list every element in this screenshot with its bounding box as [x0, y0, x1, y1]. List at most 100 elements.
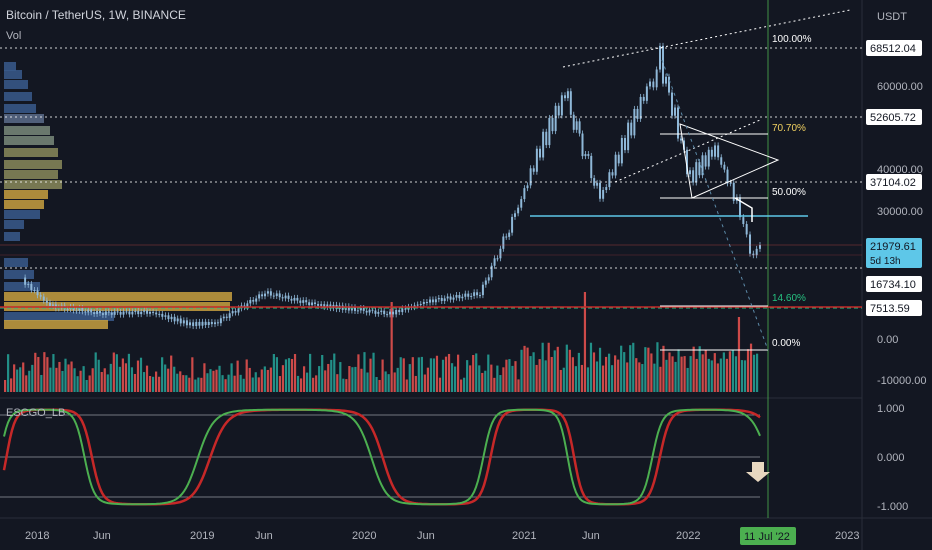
volume-bar — [318, 366, 321, 392]
volume-bar — [13, 364, 16, 392]
volume-bar — [384, 371, 387, 392]
volume-bar — [743, 360, 747, 392]
price-candle-body — [75, 310, 78, 312]
volume-bar — [565, 344, 568, 392]
volume-profile-row — [4, 114, 44, 123]
interval[interactable]: 1W — [108, 8, 126, 22]
price-candle-body — [520, 199, 523, 208]
volume-bar — [695, 358, 698, 392]
price-candle-body — [284, 295, 287, 299]
price-candle-body — [452, 297, 455, 300]
price-tick: 30000.00 — [877, 206, 923, 218]
price-candle-body — [548, 117, 551, 146]
price-candle-body — [539, 148, 541, 158]
volume-bar — [508, 359, 511, 392]
volume-bar — [164, 364, 167, 392]
volume-profile-row — [4, 104, 36, 113]
price-candle-body — [662, 45, 664, 84]
volume-bar — [215, 369, 218, 392]
price-candle-body — [749, 234, 751, 254]
volume-bar — [496, 365, 499, 392]
volume-bar — [466, 360, 469, 392]
volume-bar — [118, 366, 121, 392]
price-candle-body — [107, 311, 110, 313]
price-candle-body — [281, 297, 284, 299]
volume-bar — [623, 352, 626, 392]
volume-bar — [312, 377, 315, 392]
volume-bar — [692, 346, 695, 392]
price-candle-body — [461, 296, 464, 299]
price-candle-body — [258, 294, 261, 299]
price-candle-body — [698, 162, 701, 176]
volume-bar — [203, 363, 206, 392]
volume-bar — [52, 354, 55, 392]
price-candle-body — [642, 96, 645, 101]
price-candle-body — [584, 154, 587, 157]
price-candle-body — [529, 168, 532, 186]
volume-bar — [502, 367, 505, 392]
price-candle-body — [158, 313, 161, 315]
chart-title: Bitcoin / TetherUS, 1W, BINANCE — [6, 8, 186, 22]
price-candle-body — [78, 308, 81, 311]
volume-bar — [49, 367, 52, 392]
volume-bar — [309, 353, 312, 392]
volume-bar — [583, 292, 587, 392]
symbol-name[interactable]: Bitcoin / TetherUS — [6, 8, 102, 22]
price-candle-body — [195, 321, 198, 327]
volume-bar — [167, 368, 170, 392]
price-candle-body — [278, 293, 281, 298]
volume-bar — [173, 366, 176, 392]
volume-profile-row — [4, 258, 28, 267]
volume-bar — [755, 353, 759, 392]
price-candle-body — [84, 311, 87, 313]
time-tick: 2020 — [352, 530, 376, 542]
price-candle-body — [514, 213, 516, 217]
price-candle-body — [36, 290, 39, 296]
osc-fast-line — [3, 408, 761, 506]
price-candle-body — [593, 178, 596, 186]
price-tick: 40000.00 — [877, 164, 923, 176]
price-candle-body — [90, 309, 93, 313]
volume-bar — [46, 357, 49, 392]
price-candle-body — [252, 299, 255, 302]
volume-bar — [432, 358, 436, 392]
price-candle-body — [365, 310, 368, 313]
volume-bar — [553, 350, 556, 392]
volume-bar — [327, 363, 330, 392]
volume-bar — [408, 364, 411, 392]
volume-bar — [324, 370, 327, 392]
volume-bar — [734, 356, 738, 392]
indicator-label[interactable]: ESCGO_LB — [6, 407, 66, 419]
price-candle-body — [99, 310, 101, 314]
price-candle-body — [266, 291, 269, 294]
price-candle-body — [557, 105, 560, 116]
price-candle-body — [45, 300, 48, 303]
volume-bar — [520, 349, 523, 392]
price-candle-body — [602, 189, 605, 199]
volume-bar — [460, 379, 463, 392]
volume-bar — [354, 366, 357, 392]
volume-bar — [526, 347, 529, 392]
price-candle-body — [128, 311, 131, 315]
price-candle-body — [692, 170, 695, 183]
price-candle-body — [113, 311, 116, 315]
volume-bar — [475, 353, 478, 392]
price-candle-body — [443, 298, 446, 301]
price-candle-body — [605, 187, 608, 190]
price-candle-body — [149, 311, 151, 314]
exchange: BINANCE — [132, 8, 186, 22]
volume-profile-row — [4, 80, 28, 89]
volume-bar — [478, 365, 481, 392]
price-candle-body — [611, 172, 614, 176]
volume-profile-row — [4, 126, 50, 135]
volume-bar — [441, 359, 445, 392]
price-candle-body — [401, 308, 404, 313]
volume-bar — [598, 347, 602, 392]
volume-bar — [728, 351, 731, 392]
volume-label[interactable]: Vol — [6, 30, 22, 42]
time-tick: 2023 — [835, 530, 859, 542]
volume-profile-row — [4, 292, 232, 301]
price-candle-body — [590, 155, 593, 179]
